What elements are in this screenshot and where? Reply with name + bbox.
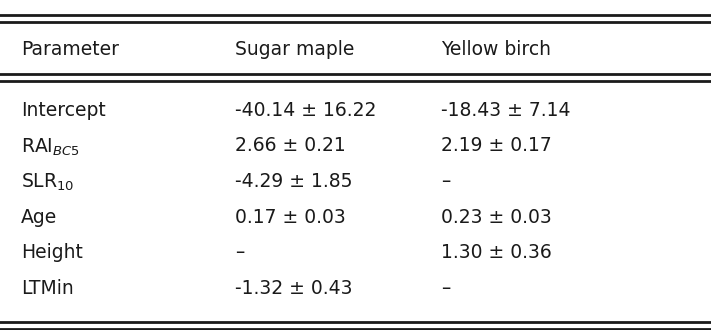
Text: –: – <box>441 279 450 298</box>
Text: -40.14 ± 16.22: -40.14 ± 16.22 <box>235 101 376 120</box>
Text: 1.30 ± 0.36: 1.30 ± 0.36 <box>441 243 552 262</box>
Text: RAI$_{BC5}$: RAI$_{BC5}$ <box>21 136 80 158</box>
Text: -1.32 ± 0.43: -1.32 ± 0.43 <box>235 279 352 298</box>
Text: -4.29 ± 1.85: -4.29 ± 1.85 <box>235 172 352 191</box>
Text: SLR$_{10}$: SLR$_{10}$ <box>21 172 75 193</box>
Text: Parameter: Parameter <box>21 40 119 59</box>
Text: 2.66 ± 0.21: 2.66 ± 0.21 <box>235 136 346 155</box>
Text: Height: Height <box>21 243 83 262</box>
Text: 0.17 ± 0.03: 0.17 ± 0.03 <box>235 208 346 227</box>
Text: Yellow birch: Yellow birch <box>441 40 551 59</box>
Text: LTMin: LTMin <box>21 279 74 298</box>
Text: -18.43 ± 7.14: -18.43 ± 7.14 <box>441 101 570 120</box>
Text: Intercept: Intercept <box>21 101 106 120</box>
Text: 0.23 ± 0.03: 0.23 ± 0.03 <box>441 208 552 227</box>
Text: Sugar maple: Sugar maple <box>235 40 354 59</box>
Text: –: – <box>441 172 450 191</box>
Text: Age: Age <box>21 208 58 227</box>
Text: –: – <box>235 243 244 262</box>
Text: 2.19 ± 0.17: 2.19 ± 0.17 <box>441 136 552 155</box>
